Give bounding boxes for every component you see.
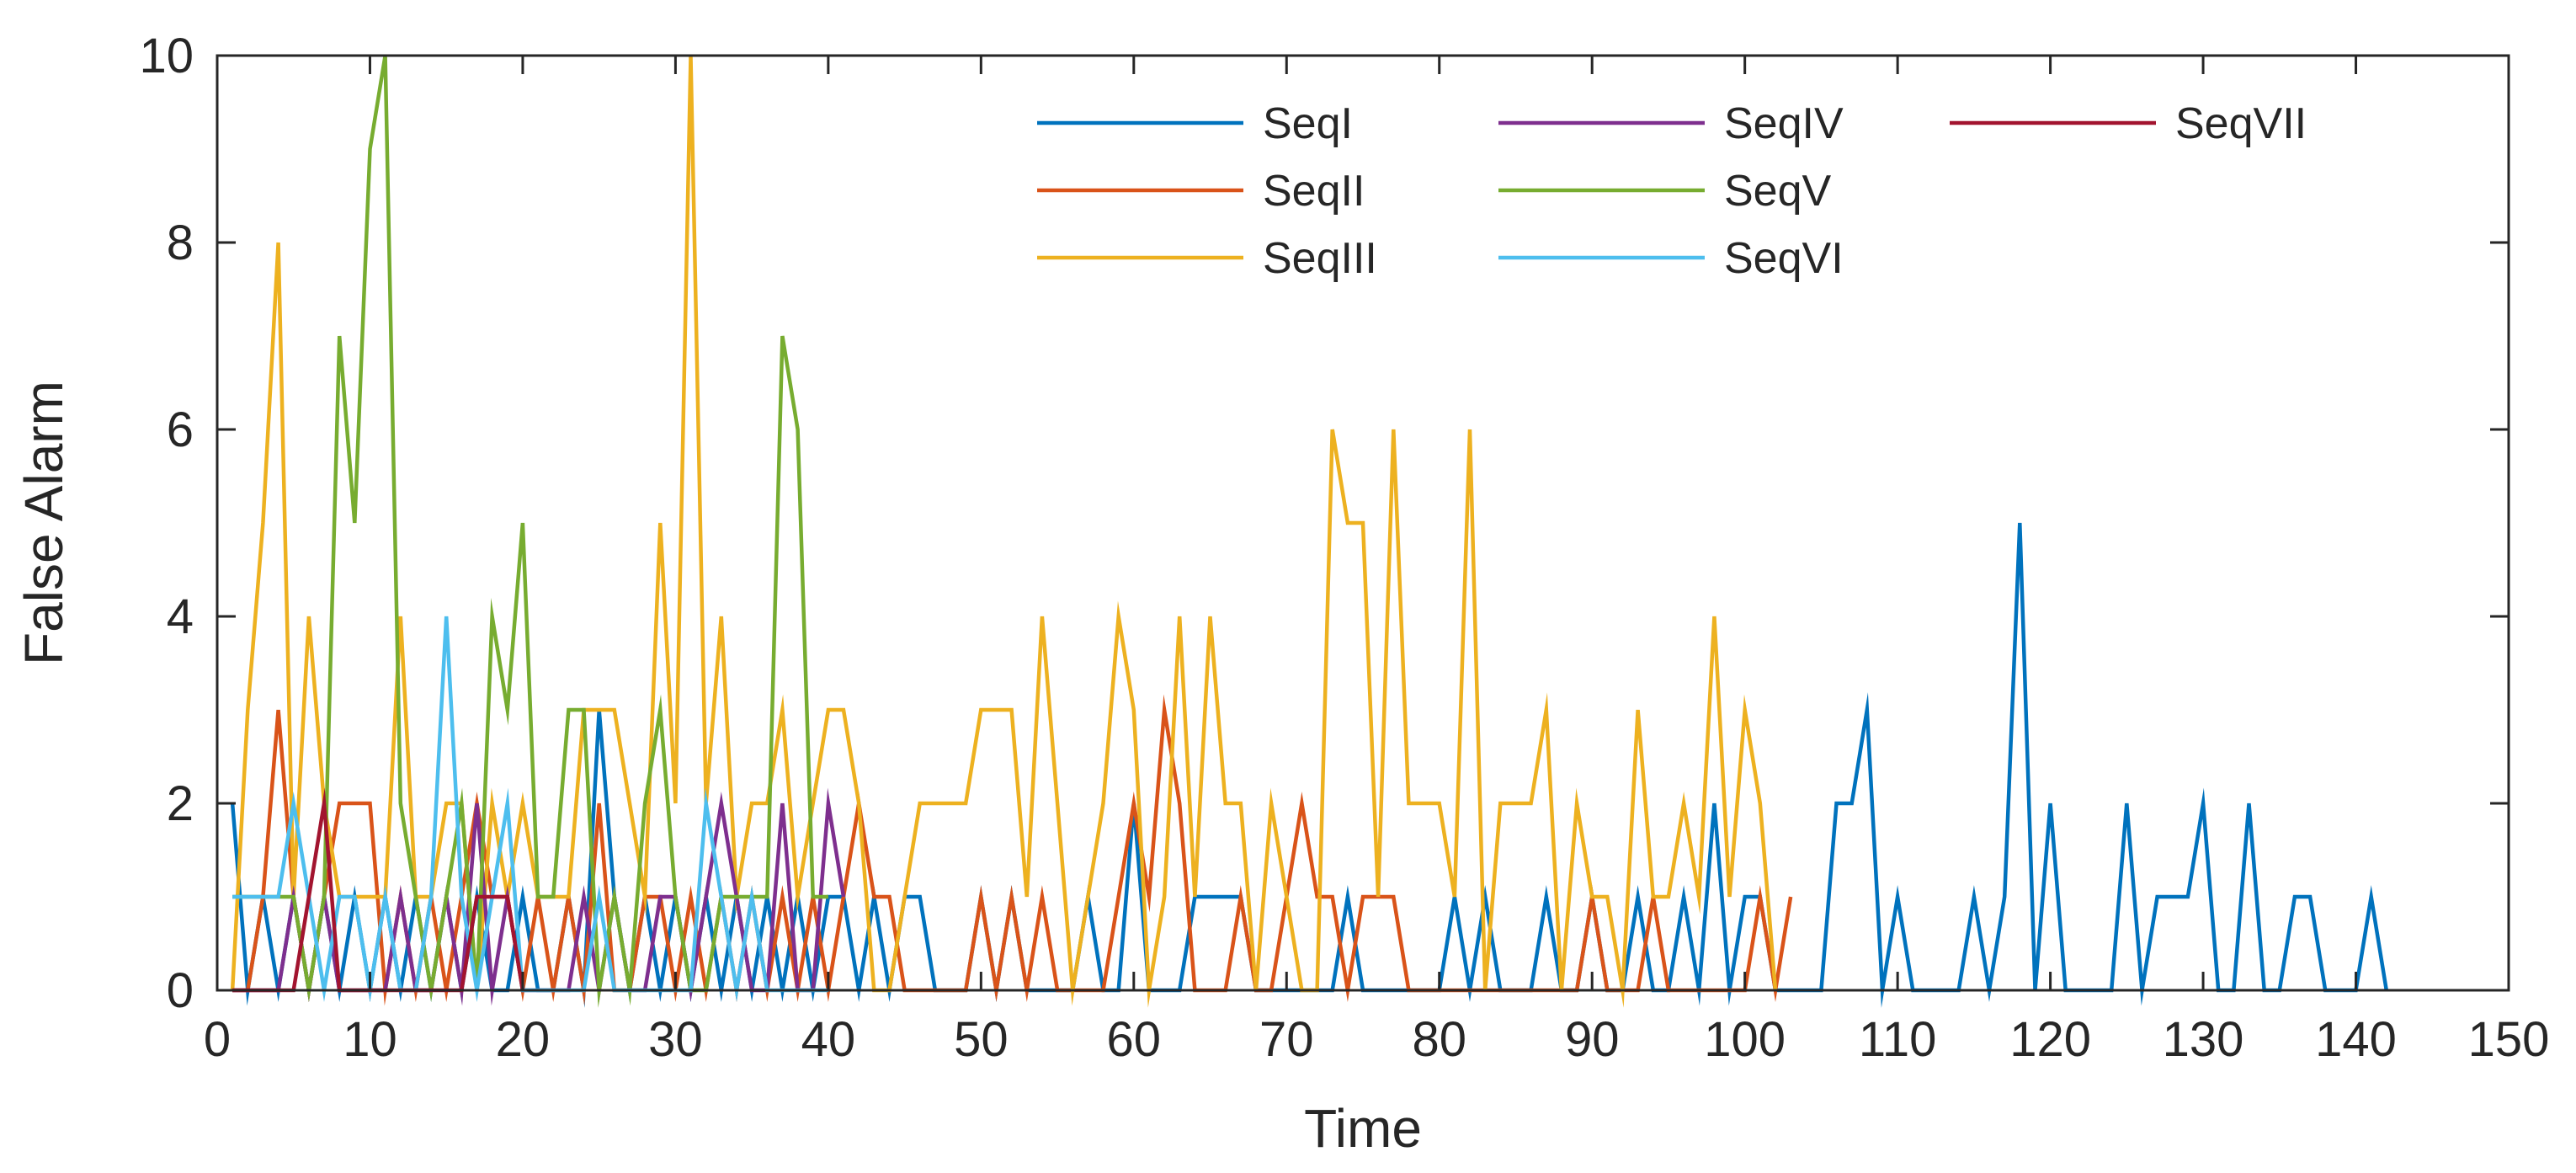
x-tick-label: 10 <box>343 1012 397 1067</box>
x-tick-label: 150 <box>2468 1012 2550 1067</box>
series-line-seqv <box>232 55 828 1008</box>
x-tick-label: 20 <box>496 1012 551 1067</box>
y-tick-label: 8 <box>167 216 194 270</box>
x-axis-title: Time <box>1304 1098 1422 1159</box>
x-tick-label: 80 <box>1412 1012 1466 1067</box>
legend-label-seqvii: SeqVII <box>2175 99 2307 148</box>
y-tick-label: 6 <box>167 403 194 457</box>
series-line-seqi <box>230 522 2389 1008</box>
x-tick-label: 60 <box>1107 1012 1162 1067</box>
x-tick-label: 100 <box>1704 1012 1786 1067</box>
x-tick-label: 70 <box>1259 1012 1314 1067</box>
legend-label-seqi: SeqI <box>1263 99 1353 148</box>
plot-frame <box>216 54 2510 992</box>
x-tick-label: 40 <box>801 1012 856 1067</box>
legend-label-seqv: SeqV <box>1724 167 1832 216</box>
y-axis-title: False Alarm <box>13 381 74 665</box>
series-line-seqiii <box>230 55 1778 1008</box>
x-tick-label: 30 <box>648 1012 703 1067</box>
x-tick-label: 120 <box>2009 1012 2091 1067</box>
legend-label-seqiii: SeqIII <box>1263 234 1377 283</box>
legend-label-seqvi: SeqVI <box>1724 234 1844 283</box>
x-tick-label: 130 <box>2163 1012 2244 1067</box>
x-tick-label: 90 <box>1565 1012 1620 1067</box>
legend-label-seqii: SeqII <box>1263 167 1365 216</box>
y-tick-label: 0 <box>167 963 194 1018</box>
y-axis: 0 2 4 6 8 10 <box>139 29 2509 1018</box>
y-tick-label: 10 <box>139 29 194 83</box>
x-tick-label: 50 <box>954 1012 1009 1067</box>
x-axis: 0 10 20 30 40 50 60 70 80 90 100 110 120 130 140 150 <box>204 56 2550 1067</box>
y-tick-label: 4 <box>167 589 194 644</box>
x-tick-label: 0 <box>204 1012 231 1067</box>
x-tick-label: 110 <box>1859 1012 1936 1067</box>
x-tick-label: 140 <box>2315 1012 2397 1067</box>
legend-label-seqiv: SeqIV <box>1724 99 1844 148</box>
legend: SeqI SeqII SeqIII SeqIV SeqV SeqVI SeqVII <box>1037 99 2307 283</box>
y-tick-label: 2 <box>167 776 194 831</box>
